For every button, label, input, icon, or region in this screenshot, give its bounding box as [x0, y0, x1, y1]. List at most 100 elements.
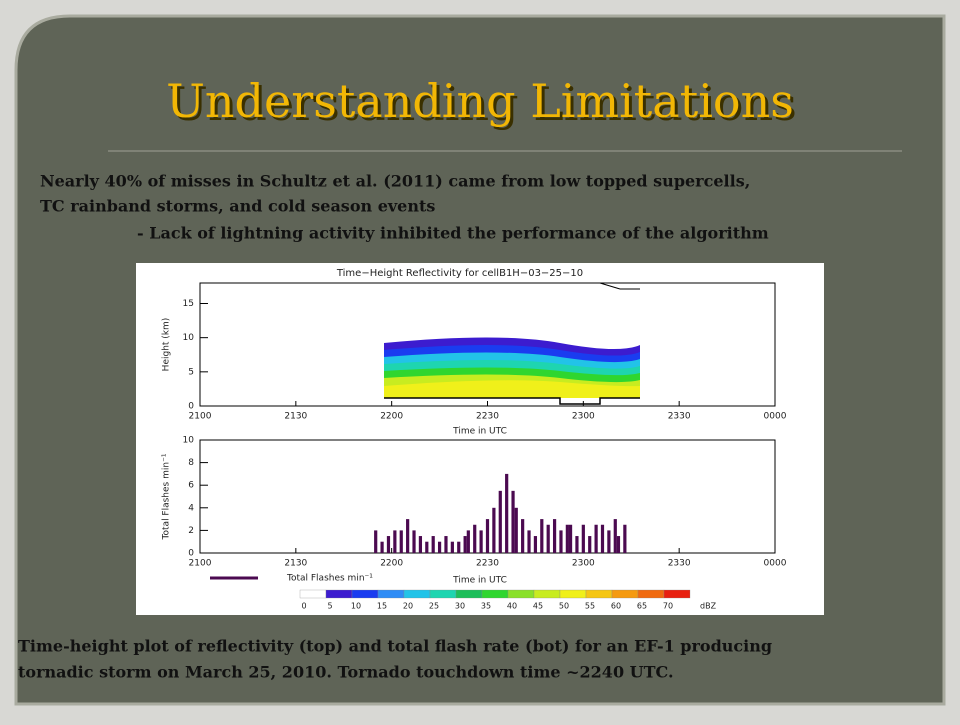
legend-label: Total Flashes min⁻¹	[286, 574, 373, 584]
x-tick-label: 0000	[764, 559, 787, 569]
bar	[568, 524, 573, 553]
bar	[444, 536, 448, 553]
x-axis-label: Time in UTC	[452, 427, 507, 437]
colorbar-label: 15	[377, 602, 387, 611]
colorbar-cell	[585, 589, 613, 599]
colorbar-label: 45	[533, 602, 543, 611]
x-axis-label: Time in UTC	[452, 576, 507, 586]
colorbar-label: 10	[351, 602, 361, 611]
y-tick-label: 2	[188, 526, 194, 536]
bar	[437, 541, 442, 553]
contour-fill	[384, 380, 640, 398]
y-tick-label: 4	[188, 503, 194, 513]
colorbar-cell	[611, 589, 639, 599]
bar	[546, 524, 550, 553]
bar	[431, 536, 435, 553]
x-tick-label: 2330	[668, 412, 691, 422]
bar	[588, 536, 592, 553]
bar	[581, 524, 585, 553]
colorbar-label: 30	[455, 602, 465, 611]
bar	[425, 541, 429, 553]
colorbar-cell	[663, 589, 691, 599]
colorbar-cell	[377, 589, 405, 599]
bar	[479, 530, 483, 553]
colorbar-unit: dBZ	[700, 602, 717, 611]
body-line: TC rainband storms, and cold season even…	[40, 197, 435, 216]
bar	[399, 530, 403, 553]
colorbar-label: 0	[301, 602, 306, 611]
colorbar-cell	[533, 589, 561, 599]
x-tick-label: 2200	[380, 559, 403, 569]
colorbar-cell	[507, 589, 535, 599]
bar	[514, 507, 518, 553]
colorbar-label: 25	[429, 602, 439, 611]
x-tick-label: 2300	[572, 559, 595, 569]
figure	[136, 263, 824, 615]
bar	[511, 490, 515, 553]
bar	[600, 524, 605, 553]
y-tick-label: 10	[183, 333, 195, 343]
x-tick-label: 2300	[572, 412, 595, 422]
slide-title: Understanding Limitations	[166, 74, 794, 128]
colorbar-cell	[403, 589, 431, 599]
bar	[406, 519, 410, 553]
y-tick-label: 6	[188, 481, 194, 491]
bar	[418, 536, 423, 553]
reflectivity-field	[384, 337, 640, 405]
title-shadow: Understanding Limitations	[169, 77, 797, 131]
bar	[565, 524, 569, 553]
bar	[521, 519, 525, 553]
colorbar-label: 65	[637, 602, 647, 611]
bar	[374, 530, 378, 553]
bar	[533, 536, 538, 553]
bar	[457, 541, 461, 553]
bar	[498, 490, 502, 553]
bar	[473, 524, 477, 553]
colorbar-cell	[481, 589, 509, 599]
y-tick-label: 8	[188, 458, 194, 468]
colorbar-label: 35	[481, 602, 491, 611]
body-line: Nearly 40% of misses in Schultz et al. (…	[40, 172, 750, 191]
bar	[616, 536, 621, 553]
bar	[607, 530, 611, 553]
bar	[380, 541, 384, 553]
colorbar-label: 20	[403, 602, 413, 611]
bar	[386, 536, 391, 553]
bar	[505, 473, 509, 553]
y-tick-label: 5	[188, 367, 194, 377]
plot-title: Time−Height Reflectivity for cellB1H−03−…	[336, 268, 583, 279]
x-tick-label: 2100	[189, 559, 212, 569]
bar	[575, 536, 579, 553]
bar	[492, 507, 496, 553]
colorbar-label: 50	[559, 602, 569, 611]
x-tick-label: 2130	[284, 412, 307, 422]
bar	[527, 530, 531, 553]
colorbar-label: 60	[611, 602, 621, 611]
x-tick-label: 2130	[284, 559, 307, 569]
x-tick-label: 2230	[476, 559, 499, 569]
y-tick-label: 10	[183, 436, 195, 446]
colorbar-cell	[325, 589, 353, 599]
y-axis-label: Height (km)	[162, 318, 172, 372]
y-tick-label: 15	[183, 299, 194, 309]
bar	[623, 524, 627, 553]
leader-line	[599, 282, 621, 290]
ground-outline	[384, 397, 640, 405]
caption-line: tornadic storm on March 25, 2010. Tornad…	[18, 663, 674, 682]
x-tick-label: 2200	[380, 412, 403, 422]
y-tick-label: 0	[188, 549, 194, 559]
colorbar-cell	[637, 589, 665, 599]
bar	[485, 519, 490, 553]
colorbar-cell	[559, 589, 587, 599]
x-tick-label: 0000	[764, 412, 787, 422]
bar	[594, 524, 598, 553]
caption-line: Time-height plot of reflectivity (top) a…	[18, 637, 772, 656]
x-tick-label: 2100	[189, 412, 212, 422]
bar	[393, 530, 397, 553]
colorbar-cell	[429, 589, 457, 599]
y-tick-label: 0	[188, 402, 194, 412]
colorbar-cell	[455, 589, 483, 599]
colorbar-label: 40	[507, 602, 517, 611]
colorbar-cell	[299, 589, 327, 599]
